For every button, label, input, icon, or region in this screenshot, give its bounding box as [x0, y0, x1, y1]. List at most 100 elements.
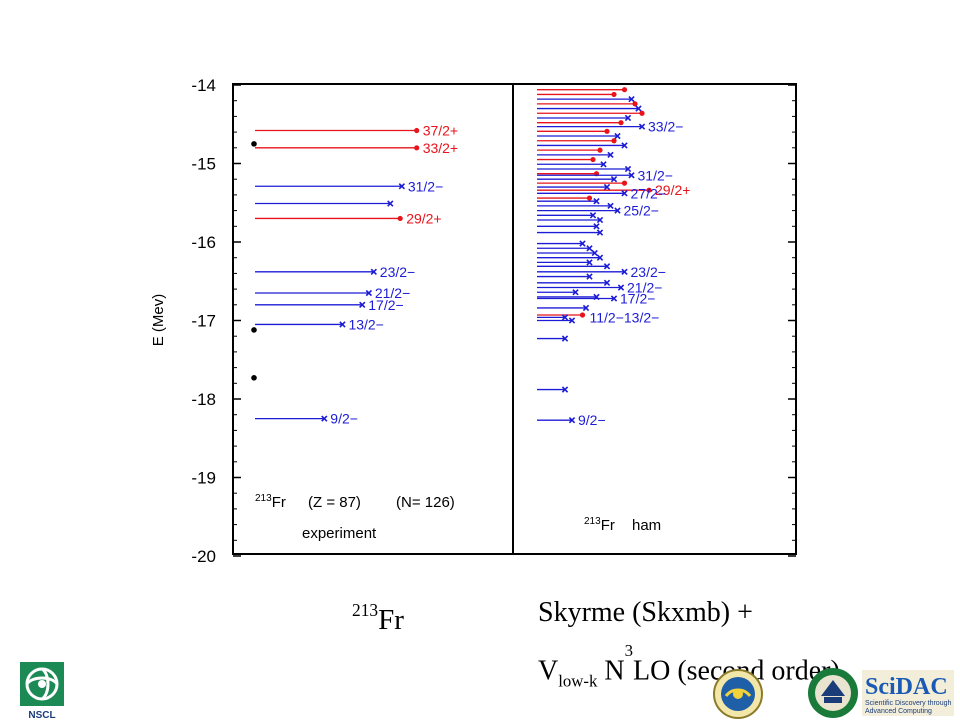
level-label: 13/2−: [348, 316, 383, 332]
level-label: 11/2−13/2−: [590, 309, 660, 325]
level-dot-marker: [646, 187, 652, 193]
level-dot-marker: [590, 156, 596, 163]
level-label: 23/2−: [380, 264, 415, 280]
level-x-marker: [603, 183, 611, 191]
level-dot-marker: [414, 145, 420, 151]
level-x-marker: [596, 229, 604, 236]
level-x-marker: [610, 295, 618, 302]
level-x-marker: [593, 198, 600, 205]
level-x-marker: [589, 212, 597, 219]
y-tick-label: -14: [191, 76, 216, 95]
right-caption-line1: Skyrme (Skxmb) +: [538, 597, 753, 628]
right-caption-sub: low-k: [558, 671, 598, 691]
level-label: 9/2−: [330, 411, 358, 427]
level-dot-marker: [618, 120, 624, 126]
level-x-marker: [568, 417, 576, 424]
experiment-nucleus-label: 213Fr: [255, 493, 286, 511]
level-x-marker: [561, 386, 569, 393]
level-label: 33/2−: [648, 119, 683, 135]
nsf-seal-icon: [713, 669, 763, 719]
level-x-marker: [365, 289, 373, 297]
level-x-marker: [628, 95, 635, 103]
level-label: 21/2−: [375, 285, 410, 301]
experiment-mass-number: 213: [255, 493, 272, 504]
level-x-marker: [582, 304, 590, 312]
level-x-marker: [561, 314, 569, 321]
right-caption-v: V: [538, 655, 559, 687]
level-x-marker: [359, 301, 366, 308]
level-x-marker: [624, 165, 632, 173]
level-label: 37/2+: [423, 123, 458, 139]
level-label: 31/2−: [638, 167, 673, 183]
experiment-black-dot: [251, 327, 257, 333]
nscl-logo: NSCL: [20, 662, 64, 720]
level-dot-marker: [579, 312, 586, 318]
level-x-marker: [398, 183, 406, 190]
panel-theory-frame: [512, 83, 797, 555]
level-label: 29/2+: [406, 210, 441, 226]
level-x-marker: [614, 132, 621, 140]
theory-element-symbol: Fr: [601, 517, 615, 534]
level-x-marker: [370, 268, 377, 275]
level-dot-marker: [621, 180, 628, 186]
level-x-marker: [586, 273, 593, 280]
level-x-marker: [603, 279, 611, 286]
level-dot-marker: [632, 101, 638, 107]
level-x-marker: [628, 172, 635, 179]
level-dot-marker: [621, 87, 628, 93]
level-x-marker: [591, 249, 598, 257]
theory-mass-number: 213: [584, 516, 601, 527]
y-tick-label: -18: [191, 390, 216, 409]
level-label: 29/2+: [655, 182, 690, 198]
level-x-marker: [579, 240, 586, 247]
experiment-n-label: (N= 126): [396, 494, 455, 511]
level-x-marker: [596, 216, 604, 224]
scidac-title: SciDAC: [865, 674, 948, 700]
experiment-black-dot: [251, 375, 257, 381]
level-label: 33/2+: [423, 140, 458, 156]
experiment-black-dot: [251, 141, 257, 147]
level-x-marker: [561, 335, 569, 342]
level-x-marker: [607, 151, 614, 159]
level-dot-marker: [397, 215, 403, 222]
level-x-marker: [621, 142, 628, 149]
y-tick-label: -16: [191, 233, 216, 252]
level-label: 21/2−: [627, 280, 662, 296]
level-scheme-chart: -14 -15 -16 -17 -18 -19 -20 E (Mev) 37/2+33/2+…: [150, 76, 797, 566]
level-dot-marker: [639, 110, 645, 116]
level-x-marker: [321, 415, 328, 422]
level-dot-marker: [611, 138, 617, 144]
theory-levels: 33/2− 31/2−29/2+27/2− 25/2− 23/2−21/2−17/2−…: [537, 87, 690, 428]
scidac-line1: Scientific Discovery through: [865, 700, 951, 707]
experiment-element-symbol: Fr: [272, 494, 286, 511]
level-label: 17/2−: [620, 291, 655, 307]
level-x-marker: [610, 176, 618, 183]
level-x-marker: [635, 105, 642, 112]
level-x-marker: [600, 161, 607, 168]
level-x-marker: [614, 207, 621, 214]
level-x-marker: [593, 223, 600, 230]
level-label: 27/2−: [631, 185, 666, 201]
level-label: 25/2−: [624, 203, 659, 219]
right-caption-n: N: [597, 655, 625, 687]
experiment-z-label: (Z = 87): [308, 494, 361, 511]
level-dot-marker: [414, 127, 420, 134]
level-label: 9/2−: [578, 412, 606, 428]
y-tick-label: -15: [191, 155, 216, 174]
level-x-marker: [387, 200, 394, 207]
y-tick-label: -19: [191, 469, 216, 488]
level-x-marker: [572, 289, 579, 296]
level-dot-marker: [586, 195, 593, 201]
y-axis: -14 -15 -16 -17 -18 -19 -20: [191, 76, 796, 566]
level-x-marker: [621, 268, 628, 275]
level-x-marker: [607, 202, 614, 210]
level-dot-marker: [597, 147, 603, 153]
level-x-marker: [624, 114, 632, 122]
level-dot-marker: [604, 128, 610, 134]
y-tick-label: -20: [191, 547, 216, 566]
level-x-marker: [586, 245, 593, 252]
right-caption-sup: 3: [624, 641, 634, 660]
level-label: 31/2−: [408, 178, 443, 194]
scidac-line2: Advanced Computing: [865, 708, 932, 715]
level-x-marker: [586, 259, 593, 266]
